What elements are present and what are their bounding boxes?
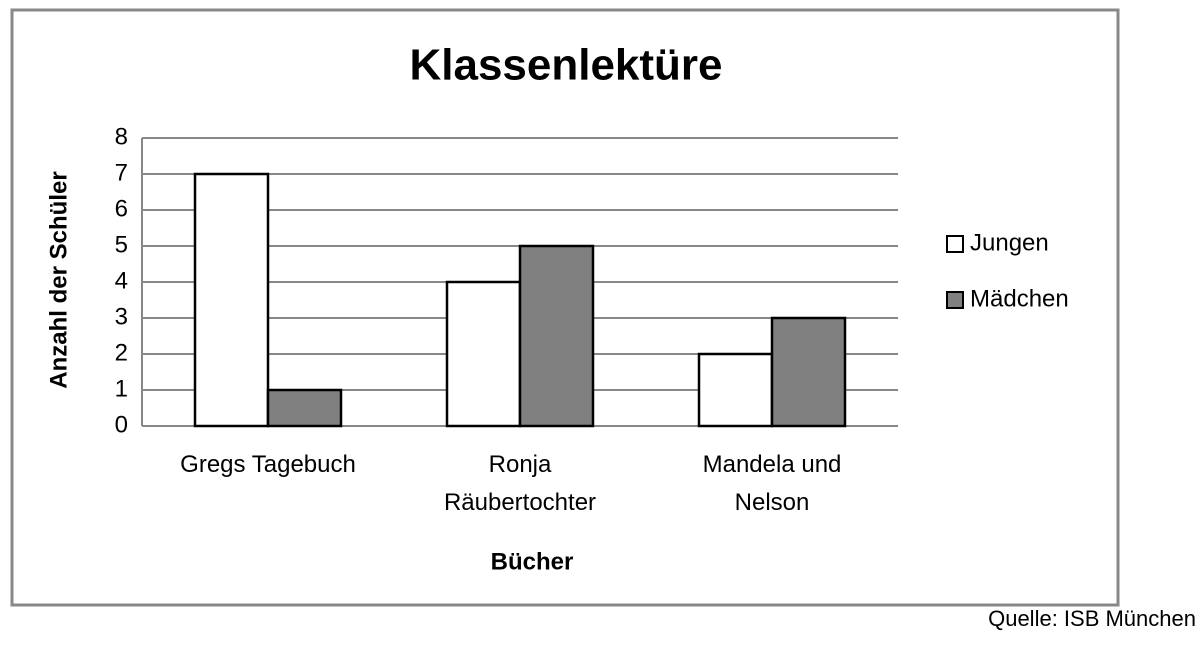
y-tick-label: 4 — [115, 267, 128, 294]
bar — [445, 280, 522, 428]
x-tick-label: Ronja Räubertochter — [443, 451, 597, 516]
legend-label: Jungen — [970, 229, 1049, 256]
source: Quelle: ISB München — [988, 606, 1196, 631]
bar — [193, 172, 270, 428]
bar — [518, 244, 595, 428]
bar — [697, 352, 774, 428]
y-tick-label: 8 — [115, 123, 128, 150]
chart-title: Klassenlektüre — [409, 41, 722, 90]
y-tick-label: 1 — [115, 375, 128, 402]
bar — [770, 316, 847, 428]
y-tick-label: 2 — [115, 339, 128, 366]
legend-label: Mädchen — [970, 285, 1069, 312]
y-tick-label: 6 — [115, 195, 128, 222]
y-axis-title: Anzahl der Schüler — [45, 171, 72, 388]
y-tick-label: 7 — [115, 159, 128, 186]
y-tick-label: 3 — [115, 303, 128, 330]
legend-swatch — [946, 291, 964, 309]
x-tick-label: Gregs Tagebuch — [180, 451, 356, 478]
y-tick-label: 0 — [115, 411, 128, 438]
x-tick-label: Mandela und Nelson — [702, 451, 842, 516]
legend-swatch — [946, 235, 964, 253]
y-tick-label: 5 — [115, 231, 128, 258]
x-axis-title: Bücher — [491, 548, 574, 575]
bar — [266, 388, 343, 428]
chart-border — [10, 8, 1120, 607]
